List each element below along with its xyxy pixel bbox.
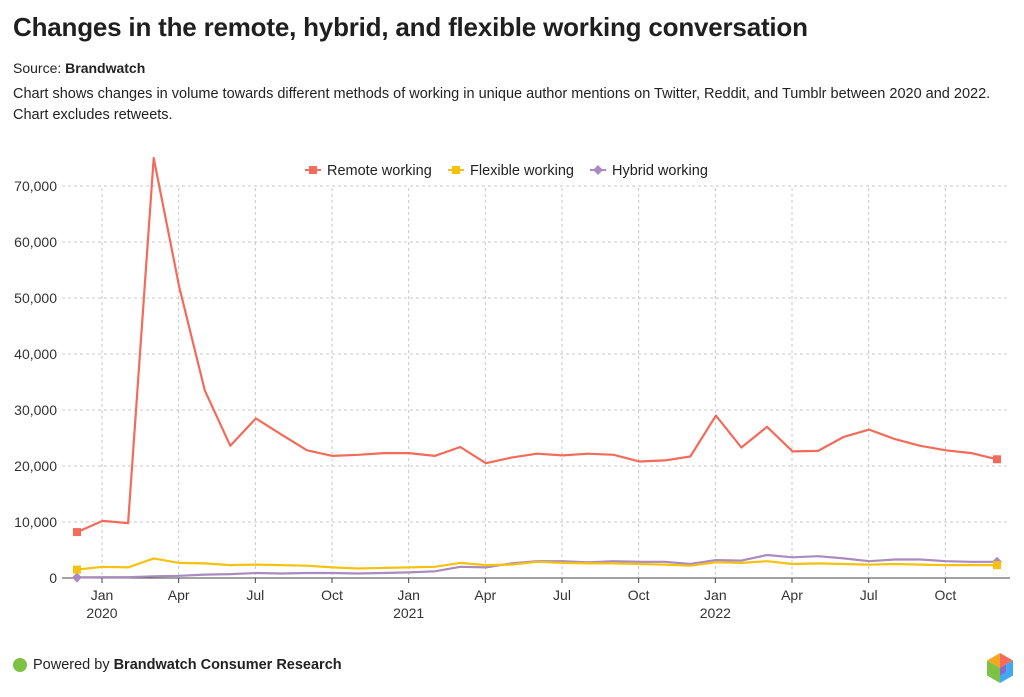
source-name: Brandwatch — [65, 60, 146, 76]
chart-title: Changes in the remote, hybrid, and flexi… — [13, 12, 808, 42]
powered-by-name: Brandwatch Consumer Research — [113, 657, 342, 673]
legend-label: Remote working — [327, 163, 432, 179]
legend-square-icon — [309, 166, 317, 174]
x-tick-label: Oct — [934, 587, 956, 603]
chart-description: Chart shows changes in volume towards di… — [13, 86, 991, 123]
y-tick-label: 60,000 — [14, 234, 57, 250]
x-tick-label: Jul — [860, 587, 878, 603]
end-marker-square — [73, 528, 81, 537]
y-tick-label: 70,000 — [14, 178, 57, 194]
legend-square-icon — [452, 166, 460, 174]
y-tick-label: 0 — [49, 570, 57, 586]
end-marker-square — [73, 565, 81, 574]
series-line-flexible-working — [76, 557, 997, 571]
x-tick-label: Jul — [246, 587, 264, 603]
x-tick-year-label: 2022 — [700, 605, 731, 621]
legend-label: Flexible working — [470, 163, 574, 179]
x-tick-label: Jan — [91, 587, 114, 603]
legend-diamond-icon — [593, 165, 603, 175]
legend-label: Hybrid working — [612, 163, 708, 179]
source-line: Source: Brandwatch — [13, 60, 145, 76]
y-tick-label: 30,000 — [14, 402, 57, 418]
y-tick-label: 40,000 — [14, 346, 57, 362]
source-label: Source: — [13, 60, 62, 76]
brandwatch-logo-icon[interactable] — [986, 652, 1014, 684]
y-tick-label: 50,000 — [14, 290, 57, 306]
x-tick-label: Apr — [168, 587, 190, 603]
x-tick-label: Jan — [704, 587, 727, 603]
end-marker-square — [993, 561, 1001, 570]
x-tick-label: Apr — [781, 587, 803, 603]
x-tick-label: Oct — [321, 587, 343, 603]
brand-dot-icon — [13, 658, 27, 672]
y-tick-label: 10,000 — [14, 514, 57, 530]
series-line-remote-working — [76, 156, 998, 534]
footer: Powered by Brandwatch Consumer Research — [13, 657, 342, 673]
line-chart: 0 10,000 20,000 30,000 40,000 50,000 60,000 70,… — [14, 156, 1010, 621]
x-tick-label: Jan — [397, 587, 420, 603]
series-line-hybrid-working — [76, 553, 997, 579]
x-tick-label: Apr — [474, 587, 496, 603]
end-marker-square — [993, 455, 1001, 464]
y-tick-label: 20,000 — [14, 458, 57, 474]
powered-by-label: Powered by — [33, 657, 110, 673]
x-tick-label: Oct — [628, 587, 650, 603]
end-marker-diamond — [72, 572, 82, 583]
x-tick-label: Jul — [553, 587, 571, 603]
x-tick-year-label: 2021 — [393, 605, 424, 621]
x-tick-year-label: 2020 — [86, 605, 117, 621]
